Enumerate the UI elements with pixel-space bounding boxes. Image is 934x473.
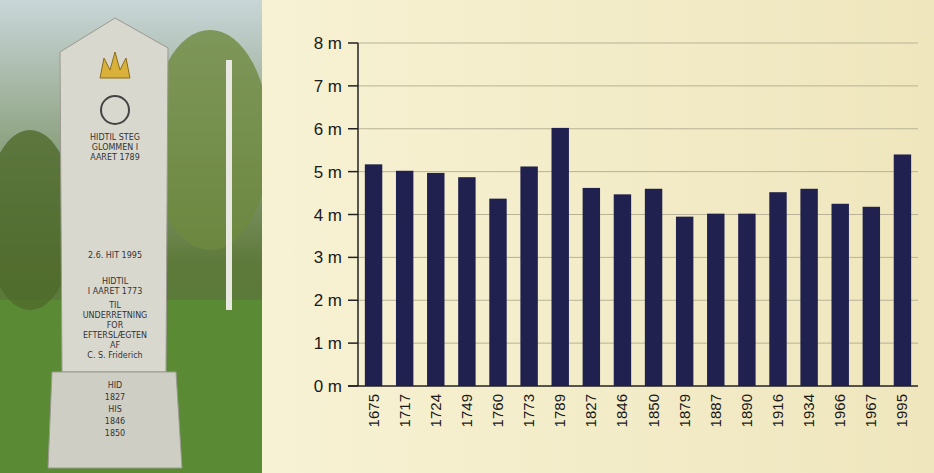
inscription: 2.6. HIT 1995 [88, 251, 142, 260]
grid-line [358, 85, 918, 86]
bar [489, 199, 506, 386]
bar [645, 189, 662, 386]
tick-label: 4 m [314, 206, 342, 225]
bar [396, 171, 413, 386]
bar [427, 173, 444, 386]
tick-label: 7 m [314, 77, 342, 96]
bar [552, 128, 569, 386]
category-label: 1760 [489, 394, 506, 427]
inscription: I AARET 1773 [88, 287, 142, 296]
tick-mark [348, 257, 358, 259]
tick-label: 8 m [314, 34, 342, 53]
bar [894, 154, 911, 386]
inscription: TIL [108, 301, 121, 310]
bar [614, 194, 631, 386]
tick-mark [348, 42, 358, 44]
category-label: 1724 [427, 394, 444, 427]
inscription: 1850 [105, 429, 125, 438]
inscription: AF [110, 341, 120, 350]
tick-label: 1 m [314, 334, 342, 353]
category-label: 1879 [676, 394, 693, 427]
inscription: HIDTIL [102, 277, 129, 286]
monogram-ring [101, 96, 129, 124]
grid-line [358, 171, 918, 172]
chart: 0 m 1 m 2 m 3 m 4 m 5 m 6 m 7 m 8 m 1675 1717 1724 1… [262, 0, 934, 473]
y-axis [357, 43, 359, 386]
category-label: 1890 [738, 394, 755, 427]
category-label: 1850 [645, 394, 662, 427]
birch-trunk [226, 60, 232, 310]
bar [832, 204, 849, 386]
inscription: UNDERRETNING [83, 311, 148, 320]
category-label: 1717 [396, 394, 413, 427]
tick-label: 6 m [314, 120, 342, 139]
bar [800, 189, 817, 386]
bar [583, 188, 600, 386]
category-label: 1675 [365, 394, 382, 427]
bar [769, 192, 786, 386]
category-label: 1827 [582, 394, 599, 427]
tick-mark [348, 300, 358, 302]
inscription: EFTERSLÆGTEN [83, 331, 147, 340]
stone-obelisk [60, 18, 168, 372]
grid-line [358, 128, 918, 129]
tick-mark [348, 214, 358, 216]
inscription: 1827 [105, 393, 125, 402]
category-label: 1916 [769, 394, 786, 427]
bar [707, 214, 724, 386]
crown [100, 52, 130, 78]
category-label: 1934 [800, 394, 817, 427]
bar [458, 177, 475, 386]
tick-mark [348, 342, 358, 344]
chart-background [262, 0, 934, 473]
category-label: 1967 [862, 394, 879, 427]
photo: HIDTIL STEGGLOMMEN IAARET 1789 2.6. HIT 1… [0, 0, 270, 473]
category-label: 1773 [520, 394, 537, 427]
bars [365, 128, 911, 386]
tick-label: 2 m [314, 291, 342, 310]
category-label: 1995 [893, 394, 910, 427]
category-label: 1749 [458, 394, 475, 427]
bar [676, 217, 693, 386]
tick-label: 5 m [314, 163, 342, 182]
tick-mark [348, 128, 358, 130]
x-axis [348, 385, 918, 387]
bar [520, 166, 537, 386]
bar [738, 214, 755, 386]
inscription: HID [108, 381, 123, 390]
inscription: C. S. Friderich [87, 351, 142, 360]
tick-label: 3 m [314, 248, 342, 267]
category-label: 1789 [551, 394, 568, 427]
category-label: 1966 [831, 394, 848, 427]
bar [365, 164, 382, 386]
tick-label: 0 m [314, 377, 342, 396]
tick-mark [348, 85, 358, 87]
inscription: GLOMMEN I [92, 143, 138, 152]
inscription: HIDTIL STEG [90, 133, 140, 142]
inscription: HIS [108, 405, 121, 414]
figure: HIDTIL STEGGLOMMEN IAARET 1789 2.6. HIT 1… [0, 0, 934, 473]
category-label: 1887 [707, 394, 724, 427]
inscription: 1846 [105, 417, 125, 426]
stone-base [48, 372, 182, 468]
bar [863, 207, 880, 386]
category-label: 1846 [613, 394, 630, 427]
inscription: AARET 1789 [90, 153, 140, 162]
tick-mark [348, 171, 358, 173]
grid-line [358, 43, 918, 44]
inscription: FOR [107, 321, 124, 330]
